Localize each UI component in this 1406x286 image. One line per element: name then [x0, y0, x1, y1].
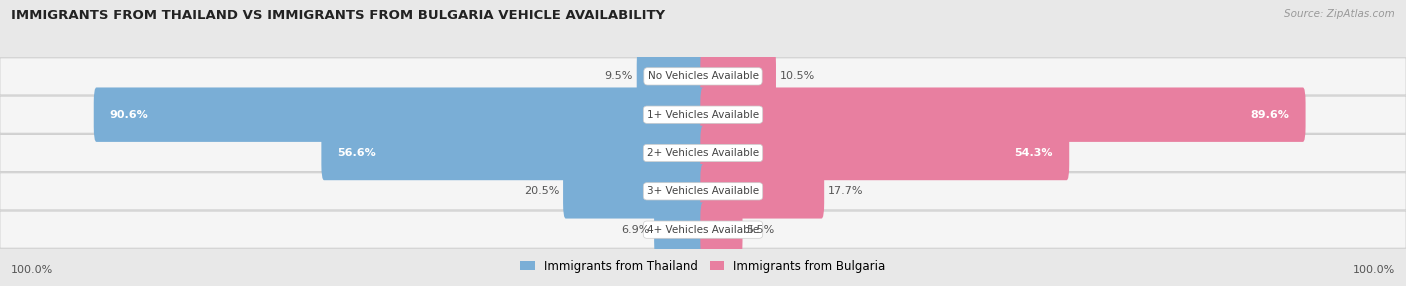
FancyBboxPatch shape [654, 202, 706, 257]
Text: No Vehicles Available: No Vehicles Available [648, 72, 758, 81]
FancyBboxPatch shape [0, 58, 1406, 95]
Text: 1+ Vehicles Available: 1+ Vehicles Available [647, 110, 759, 120]
Text: 17.7%: 17.7% [828, 186, 863, 196]
FancyBboxPatch shape [562, 164, 706, 219]
Text: 9.5%: 9.5% [605, 72, 633, 81]
FancyBboxPatch shape [700, 49, 776, 104]
Text: 6.9%: 6.9% [621, 225, 650, 235]
Text: 89.6%: 89.6% [1250, 110, 1289, 120]
FancyBboxPatch shape [0, 134, 1406, 172]
FancyBboxPatch shape [700, 126, 1069, 180]
Text: 5.5%: 5.5% [747, 225, 775, 235]
Text: 100.0%: 100.0% [11, 265, 53, 275]
Text: 54.3%: 54.3% [1015, 148, 1053, 158]
FancyBboxPatch shape [0, 173, 1406, 210]
Text: 3+ Vehicles Available: 3+ Vehicles Available [647, 186, 759, 196]
Text: 2+ Vehicles Available: 2+ Vehicles Available [647, 148, 759, 158]
Text: 90.6%: 90.6% [110, 110, 149, 120]
Legend: Immigrants from Thailand, Immigrants from Bulgaria: Immigrants from Thailand, Immigrants fro… [516, 255, 890, 277]
FancyBboxPatch shape [637, 49, 706, 104]
Text: Source: ZipAtlas.com: Source: ZipAtlas.com [1284, 9, 1395, 19]
Text: 10.5%: 10.5% [780, 72, 815, 81]
Text: IMMIGRANTS FROM THAILAND VS IMMIGRANTS FROM BULGARIA VEHICLE AVAILABILITY: IMMIGRANTS FROM THAILAND VS IMMIGRANTS F… [11, 9, 665, 21]
FancyBboxPatch shape [700, 88, 1306, 142]
FancyBboxPatch shape [0, 96, 1406, 133]
Text: 56.6%: 56.6% [337, 148, 377, 158]
FancyBboxPatch shape [94, 88, 706, 142]
FancyBboxPatch shape [322, 126, 706, 180]
FancyBboxPatch shape [0, 211, 1406, 248]
Text: 20.5%: 20.5% [523, 186, 560, 196]
Text: 4+ Vehicles Available: 4+ Vehicles Available [647, 225, 759, 235]
Text: 100.0%: 100.0% [1353, 265, 1395, 275]
FancyBboxPatch shape [700, 202, 742, 257]
FancyBboxPatch shape [700, 164, 824, 219]
